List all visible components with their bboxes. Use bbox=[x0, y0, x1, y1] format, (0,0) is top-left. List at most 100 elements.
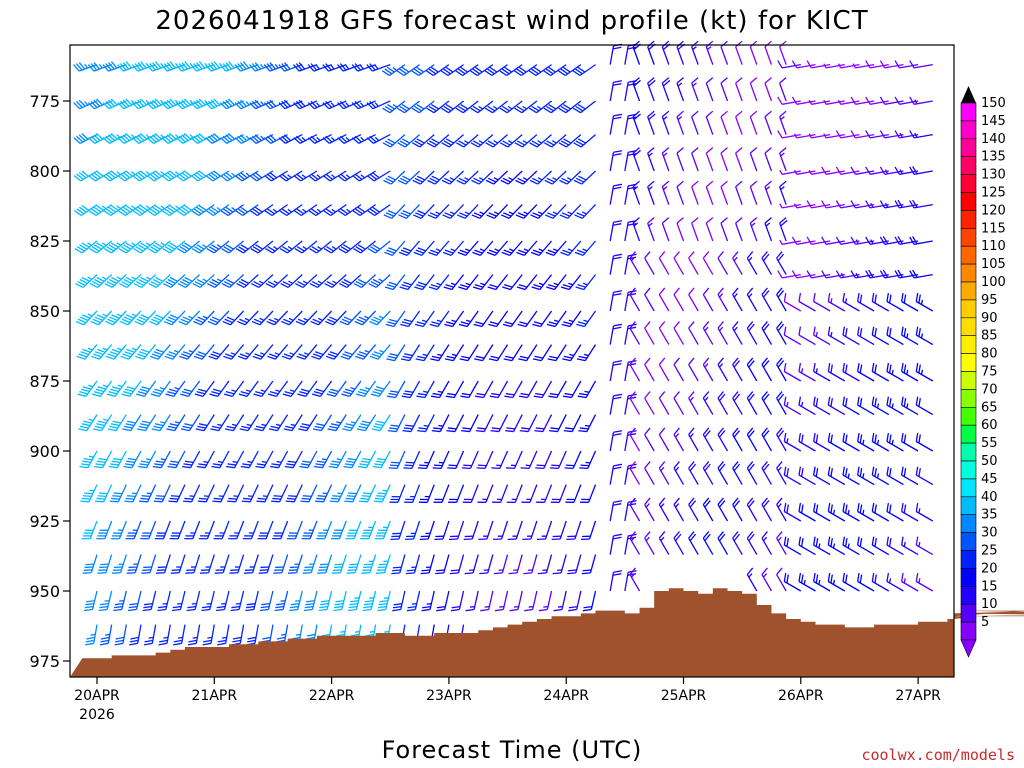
wind-barb bbox=[676, 147, 685, 172]
wind-barb bbox=[333, 590, 347, 612]
wind-barb bbox=[75, 274, 98, 289]
wind-barb bbox=[447, 450, 465, 470]
wind-barb bbox=[761, 531, 773, 555]
wind-barb bbox=[114, 624, 127, 646]
wind-barb bbox=[446, 414, 465, 433]
wind-barb bbox=[661, 147, 670, 172]
wind-barb bbox=[279, 240, 303, 254]
wind-barb bbox=[355, 344, 377, 360]
plot-frame bbox=[69, 44, 955, 678]
wind-barb bbox=[691, 217, 699, 242]
wind-barb bbox=[559, 204, 582, 219]
wind-barb bbox=[196, 450, 215, 469]
wind-barb bbox=[414, 310, 435, 328]
wind-barb bbox=[449, 520, 465, 541]
wind-barb bbox=[577, 380, 597, 399]
x-tick-label: 23APR bbox=[426, 688, 472, 704]
wind-barb bbox=[97, 554, 113, 574]
wind-barb bbox=[658, 251, 670, 275]
wind-barb bbox=[150, 380, 171, 397]
wind-barb bbox=[609, 500, 623, 522]
wind-barb bbox=[257, 520, 274, 540]
wind-barb bbox=[647, 77, 656, 102]
wind-barb bbox=[461, 450, 479, 470]
wind-barb bbox=[110, 520, 127, 540]
wind-barb bbox=[307, 63, 332, 72]
wind-barb bbox=[195, 414, 215, 432]
wind-barb bbox=[568, 590, 582, 612]
wind-barb bbox=[442, 240, 465, 256]
wind-barb bbox=[303, 590, 318, 612]
wind-barb bbox=[901, 536, 919, 556]
wind-barb bbox=[183, 484, 201, 503]
wind-barb bbox=[329, 484, 347, 503]
wind-barb bbox=[749, 217, 758, 242]
wind-barb bbox=[871, 326, 890, 346]
wind-barb bbox=[576, 344, 597, 362]
wind-barb bbox=[154, 520, 171, 540]
wind-barb bbox=[108, 450, 127, 469]
wind-barb bbox=[857, 362, 875, 382]
wind-barb bbox=[720, 180, 729, 205]
wind-barb bbox=[371, 414, 391, 432]
wind-barb bbox=[103, 240, 127, 254]
wind-barb bbox=[500, 204, 523, 219]
colorbar-swatch bbox=[960, 514, 977, 533]
wind-barb bbox=[177, 274, 201, 289]
wind-barb bbox=[720, 217, 729, 242]
wind-barb bbox=[842, 572, 860, 592]
wind-barb bbox=[813, 396, 831, 416]
wind-barb bbox=[322, 100, 347, 110]
wind-barb bbox=[629, 287, 641, 312]
wind-barb bbox=[629, 391, 641, 415]
wind-barb bbox=[89, 240, 113, 254]
wind-barb bbox=[779, 40, 787, 65]
wind-barb bbox=[456, 204, 479, 219]
wind-barb bbox=[202, 624, 215, 646]
wind-barb bbox=[761, 567, 773, 592]
wind-barb bbox=[676, 217, 685, 242]
wind-barb bbox=[582, 590, 597, 612]
wind-barb bbox=[493, 554, 509, 575]
wind-barb bbox=[573, 134, 596, 148]
wind-barb bbox=[327, 414, 347, 432]
wind-barb bbox=[175, 61, 200, 72]
wind-barb bbox=[175, 98, 200, 110]
wind-barb bbox=[549, 450, 567, 470]
x-tick-label: 21APR bbox=[192, 688, 238, 704]
wind-barb bbox=[827, 362, 846, 382]
wind-barb bbox=[490, 414, 509, 433]
wind-barb bbox=[609, 430, 623, 452]
wind-barb bbox=[783, 292, 802, 312]
wind-barb bbox=[99, 624, 113, 646]
wind-barb bbox=[688, 357, 699, 382]
colorbar-swatch bbox=[960, 192, 977, 211]
wind-barb bbox=[761, 321, 773, 345]
wind-barb bbox=[632, 77, 641, 102]
wind-barb bbox=[412, 170, 435, 185]
wind-barb bbox=[434, 520, 450, 541]
wind-barb bbox=[732, 461, 743, 485]
wind-barb bbox=[301, 520, 318, 540]
wind-barb bbox=[813, 326, 831, 346]
colorbar-label: 50 bbox=[981, 454, 998, 469]
wind-barb bbox=[142, 590, 157, 612]
wind-barb bbox=[813, 572, 831, 592]
wind-barb bbox=[532, 310, 553, 328]
wind-barb bbox=[746, 321, 758, 345]
wind-barb bbox=[417, 450, 435, 470]
wind-barb bbox=[553, 590, 567, 612]
wind-barb bbox=[282, 380, 303, 397]
wind-barb bbox=[147, 240, 171, 254]
wind-barb bbox=[293, 134, 318, 144]
wind-barb bbox=[886, 432, 904, 452]
wind-barb bbox=[192, 274, 215, 289]
wind-barb bbox=[515, 204, 538, 219]
wind-barb bbox=[702, 531, 714, 555]
wind-barb bbox=[886, 572, 904, 592]
wind-barb bbox=[798, 292, 816, 312]
wind-barb bbox=[279, 204, 303, 217]
wind-barb bbox=[224, 380, 245, 397]
wind-barb bbox=[501, 240, 523, 256]
wind-barb bbox=[886, 292, 904, 312]
